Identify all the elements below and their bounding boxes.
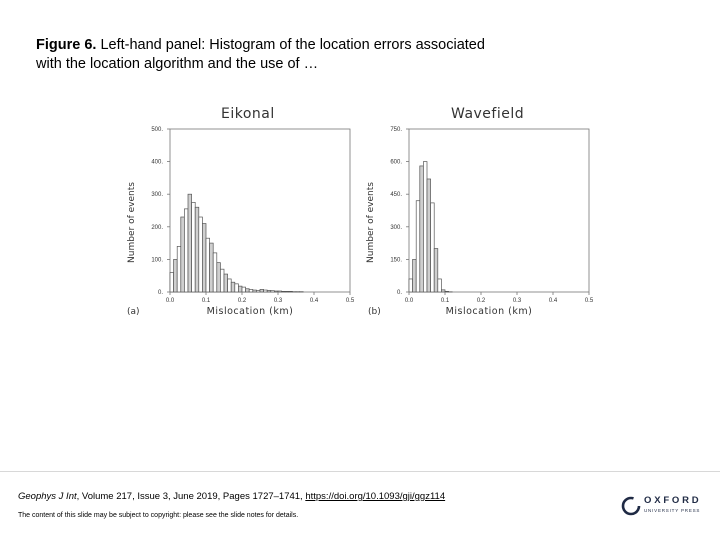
charta-bar [187,193,192,293]
chartb-panel-label: (b) [368,307,381,317]
charta-y-tick-label: 100. [151,257,163,263]
chartb-y-axis-label: Number of events [366,182,376,263]
charta-bar [180,216,185,293]
charta-bar [238,285,243,293]
chartb-bar [444,290,449,293]
charta-bar [248,289,254,293]
charta-bar [223,273,228,293]
charta-bar [176,246,182,293]
charta-bar [216,262,221,293]
charta-bar [173,259,178,293]
chartb-bar [433,248,439,293]
charta-bar [230,281,236,293]
charta-bar [245,288,250,293]
charta-bar [256,290,261,293]
oxford-logo-subtitle: UNIVERSITY PRESS [644,508,701,513]
chartb-bar [415,200,421,293]
chartb-y-tick-label: 450. [390,192,402,198]
charta-bar [266,290,272,293]
footer-divider [0,471,720,472]
chartb-x-tick-label: 0.0 [405,298,414,304]
figure-caption: Figure 6. Left-hand panel: Histogram of … [36,36,506,74]
chartb-y-tick-label: 750. [390,127,402,133]
charta-bar [288,290,293,293]
charta-y-tick-label: 500. [151,127,163,133]
charta-x-tick-label: 0.5 [346,298,355,304]
chartb-bar [441,289,446,293]
charta-bar [209,242,214,293]
charta-y-tick-label: 300. [151,192,163,198]
figure-label: Figure 6. [36,37,97,53]
charta-bar [212,252,218,293]
charta-bar [270,290,275,293]
charta-x-tick-label: 0.3 [274,298,283,304]
charta-bar [234,283,239,293]
citation: Geophys J Int, Volume 217, Issue 3, June… [18,491,445,502]
charta-y-tick-label: 400. [151,160,163,166]
panel-a-title: Eikonal [221,106,275,122]
charta-bar [220,268,225,293]
charta-bar [198,216,203,293]
charta-x-tick-label: 0.2 [238,298,247,304]
charta-panel-label: (a) [127,307,140,317]
charta-y-tick-label: 0. [158,290,163,296]
charta-bar [259,289,264,293]
oxford-logo: OXFORD UNIVERSITY PRESS [621,494,711,520]
charta-bar [205,237,210,293]
chartb-bar [426,178,431,293]
chartb-x-axis-label: Mislocation (km) [446,306,533,317]
chartb-bar [419,165,424,293]
journal-name: Geophys J Int [18,491,77,502]
chartb-x-tick-label: 0.2 [477,298,486,304]
chartb-y-tick-label: 150. [390,257,402,263]
charta-x-axis-label: Mislocation (km) [207,306,294,317]
charta-bar [184,208,189,293]
chartb-plot-frame [408,128,590,293]
charta-bar [194,206,200,293]
charta-bar [227,278,232,293]
chartb-bar [412,259,417,293]
chartb-bar [423,161,428,293]
chartb-x-tick-label: 0.5 [585,298,594,304]
charta-bar [169,272,174,293]
oxford-logo-word: OXFORD [644,495,702,506]
chartb-x-tick-label: 0.1 [441,298,450,304]
charta-bar [191,202,196,293]
chartb-x-tick-label: 0.3 [513,298,522,304]
chartb-y-tick-label: 600. [390,160,402,166]
charta-bar [281,290,286,293]
chartb-bar [437,278,442,293]
figure-caption-text: Left-hand panel: Histogram of the locati… [36,37,485,72]
charta-bar [277,290,282,293]
doi-link[interactable]: https://doi.org/10.1093/gji/ggz114 [305,491,446,502]
citation-details: , Volume 217, Issue 3, June 2019, Pages … [76,491,306,502]
charta-x-tick-label: 0.4 [310,298,319,304]
chartb-bar [408,278,413,293]
charta-bar [241,286,246,293]
chartb-y-tick-label: 0. [397,290,402,296]
panel-b-title: Wavefield [451,106,525,122]
chartb-y-tick-label: 300. [390,225,402,231]
charta-bar [202,223,207,293]
copyright-notice: The content of this slide may be subject… [18,512,299,519]
charta-y-tick-label: 200. [151,225,163,231]
histogram-figure: 0.0 0.1 0.2 0.3 0.4 0.5 0. 100. 200. 300. 400. 500.… [127,127,594,317]
charta-y-axis-label: Number of events [127,182,137,263]
charta-bar [263,289,268,293]
oxford-logo-icon [621,496,641,516]
chartb-x-tick-label: 0.4 [549,298,558,304]
chartb-bar [430,202,435,293]
charta-bar [252,289,257,293]
charta-x-tick-label: 0.1 [202,298,211,304]
charta-bar [284,290,290,293]
charta-bar [274,290,279,293]
charta-x-tick-label: 0.0 [166,298,175,304]
